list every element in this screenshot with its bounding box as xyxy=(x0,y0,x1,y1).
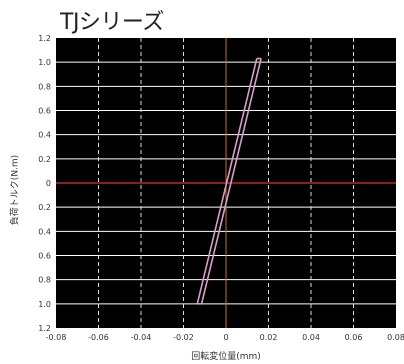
y-tick-label: 0.8 xyxy=(38,276,51,285)
x-tick-label: -0.08 xyxy=(46,333,67,342)
y-tick-label: 0.6 xyxy=(38,107,51,116)
y-tick-label: 0.4 xyxy=(38,131,51,140)
x-tick-label: 0.08 xyxy=(387,333,404,342)
y-tick-label: 0 xyxy=(46,179,51,188)
x-tick-label: 0 xyxy=(223,333,228,342)
y-tick-label: 1.2 xyxy=(38,34,51,43)
y-tick-label: 0.6 xyxy=(38,252,51,261)
y-tick-label: 0.2 xyxy=(38,203,51,212)
y-tick-label: 0.2 xyxy=(38,155,51,164)
y-tick-label: 0.8 xyxy=(38,82,51,91)
y-tick-label: 1.0 xyxy=(38,300,51,309)
x-tick-label: 0.06 xyxy=(345,333,363,342)
y-tick-label: 1.2 xyxy=(38,324,51,333)
y-tick-label: 1.0 xyxy=(38,58,51,67)
x-tick-label: -0.02 xyxy=(173,333,194,342)
x-tick-label: 0.02 xyxy=(260,333,278,342)
chart-title: TJシリーズ xyxy=(60,10,164,35)
x-tick-label: -0.06 xyxy=(88,333,109,342)
series-line-2 xyxy=(200,58,262,304)
y-tick-label: 0.4 xyxy=(38,227,51,236)
x-axis-label: 回転変位量(mm) xyxy=(191,352,261,362)
series-line-1 xyxy=(196,58,258,304)
x-tick-label: -0.04 xyxy=(131,333,152,342)
x-tick-label: 0.04 xyxy=(302,333,320,342)
